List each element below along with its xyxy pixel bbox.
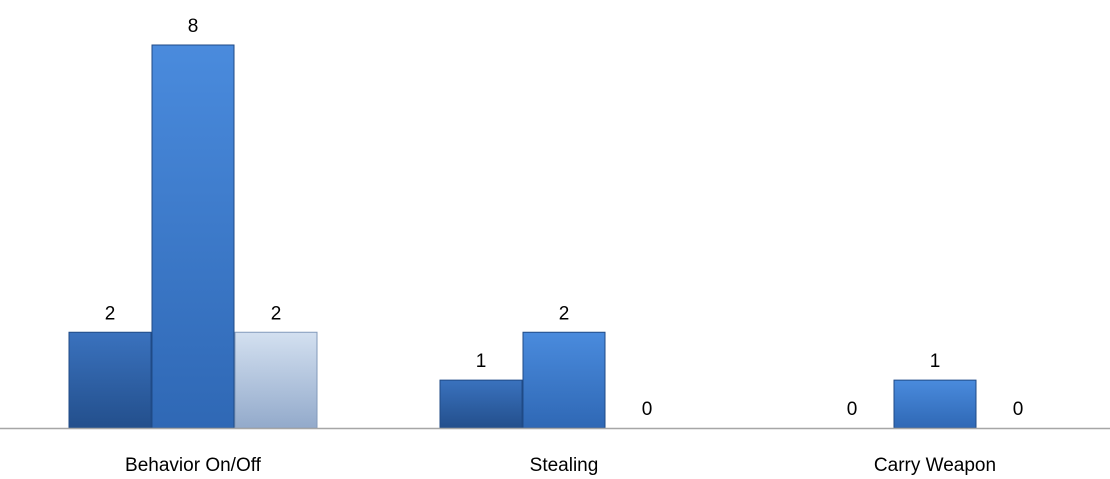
data-label-0-0: 2 xyxy=(105,303,116,324)
data-label-2-1: 1 xyxy=(930,351,941,372)
data-label-2-2: 0 xyxy=(1013,399,1024,420)
bar-0-2 xyxy=(234,331,318,429)
bar-1-0 xyxy=(439,379,523,429)
data-labels-group: 2 8 2 1 2 0 0 1 0 xyxy=(105,16,1024,420)
data-label-1-1: 2 xyxy=(559,303,570,324)
bar-0-0 xyxy=(68,331,152,429)
category-label-1: Stealing xyxy=(530,455,599,476)
data-label-1-0: 1 xyxy=(476,351,487,372)
data-label-0-1: 8 xyxy=(188,16,199,37)
data-label-0-2: 2 xyxy=(271,303,282,324)
data-label-2-0: 0 xyxy=(847,399,858,420)
category-label-2: Carry Weapon xyxy=(874,455,996,476)
bars-group xyxy=(68,44,977,429)
data-label-1-2: 0 xyxy=(642,399,653,420)
bar-0-1 xyxy=(151,44,235,429)
bar-2-1 xyxy=(893,379,977,429)
category-label-0: Behavior On/Off xyxy=(125,455,262,476)
bar-1-1 xyxy=(522,331,606,429)
category-labels-group: Behavior On/Off Stealing Carry Weapon xyxy=(125,455,996,476)
